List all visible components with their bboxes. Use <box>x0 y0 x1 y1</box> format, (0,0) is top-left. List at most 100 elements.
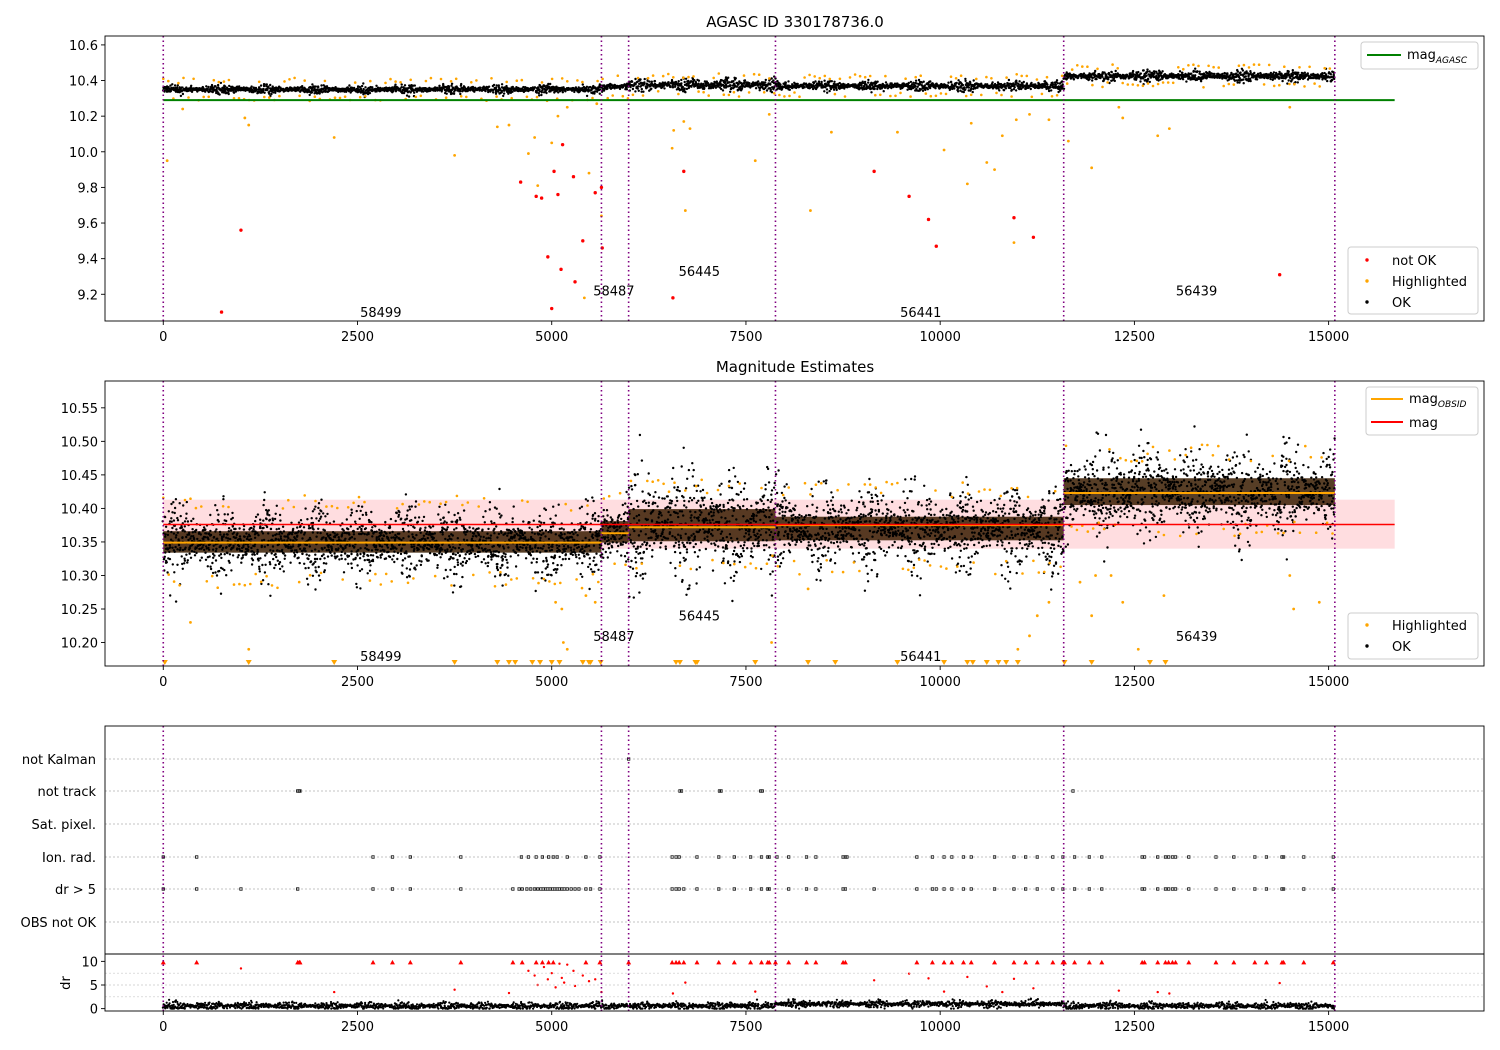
agasc-highlighted-point <box>682 120 686 123</box>
estimates-ok-point <box>263 545 266 548</box>
estimates-ok-point <box>360 505 364 508</box>
agasc-not-ok-point <box>682 169 686 174</box>
agasc-ok-point <box>413 91 416 94</box>
estimates-ok-point <box>340 554 343 557</box>
agasc-ok-point <box>538 88 541 91</box>
agasc-not-ok-point <box>872 169 876 174</box>
estimates-ok-point <box>168 550 171 554</box>
agasc-ok-point <box>947 81 950 84</box>
estimates-ok-point <box>303 562 306 565</box>
agasc-ok-point <box>684 77 688 81</box>
estimates-ok-point <box>358 569 362 573</box>
agasc-highlighted-point <box>1308 65 1311 69</box>
estimates-ok-point <box>305 553 308 556</box>
estimates-ok-point <box>264 554 267 557</box>
estimates-ok-point <box>278 513 282 517</box>
estimates-ok-point <box>314 553 317 556</box>
agasc-ok-point <box>680 82 683 85</box>
agasc-ok-point <box>625 88 629 91</box>
estimates-ok-point <box>350 511 354 514</box>
agasc-highlighted-point <box>263 95 266 99</box>
agasc-ok-point <box>236 85 239 88</box>
estimates-ok-point <box>173 511 176 515</box>
estimates-ok-point <box>267 583 270 586</box>
agasc-highlighted-point <box>582 296 586 300</box>
agasc-ok-point <box>1110 70 1113 74</box>
estimates-ok-point <box>271 534 275 537</box>
estimates-ok-point <box>193 554 197 557</box>
agasc-ok-point <box>494 92 498 95</box>
estimates-ok-point <box>253 536 257 539</box>
agasc-ok-point <box>640 87 643 91</box>
agasc-ok-point <box>310 91 314 94</box>
estimates-ok-point <box>340 557 343 560</box>
estimates-ok-point <box>326 512 329 516</box>
agasc-ok-point <box>1137 75 1141 79</box>
estimates-ok-point <box>222 535 225 538</box>
estimates-ok-point <box>317 550 320 553</box>
agasc-highlighted-point <box>222 80 226 83</box>
agasc-ok-point <box>1287 70 1290 73</box>
agasc-ok-point <box>487 85 491 88</box>
estimates-ok-point <box>245 552 248 556</box>
agasc-highlighted-point <box>1035 78 1039 81</box>
agasc-highlighted-point <box>788 94 791 98</box>
estimates-ok-point <box>236 547 239 550</box>
estimates-ok-point <box>164 535 167 538</box>
estimates-ok-point <box>202 544 205 547</box>
agasc-highlighted-point <box>1161 81 1165 84</box>
estimates-ok-point <box>257 534 260 537</box>
agasc-highlighted-point <box>333 96 337 99</box>
estimates-ok-point <box>167 530 170 533</box>
estimates-ok-point <box>320 498 323 501</box>
agasc-highlighted-point <box>848 76 852 79</box>
agasc-highlighted-point <box>520 78 524 82</box>
legend-label-highlighted: Highlighted <box>1392 275 1467 290</box>
agasc-highlighted-point <box>1278 83 1281 87</box>
agasc-ok-point <box>1152 70 1156 73</box>
agasc-ok-point <box>1101 75 1104 79</box>
agasc-ok-point <box>317 86 320 89</box>
estimates-ok-point <box>280 532 284 535</box>
estimates-ok-point <box>359 587 362 590</box>
estimates-ok-point <box>263 571 267 574</box>
agasc-highlighted-point <box>243 116 247 120</box>
agasc-highlighted-point <box>1091 83 1094 87</box>
agasc-highlighted-point <box>1014 118 1018 122</box>
estimates-ok-point <box>193 550 196 553</box>
estimates-ok-point <box>252 551 256 554</box>
agasc-ok-point <box>674 85 677 88</box>
agasc-highlighted-point <box>874 93 877 97</box>
estimates-ok-point <box>315 557 319 561</box>
estimates-ok-point <box>220 556 223 560</box>
estimates-ok-point <box>274 563 277 567</box>
agasc-highlighted-point <box>606 96 609 100</box>
agasc-highlighted-point <box>217 80 221 84</box>
agasc-ok-point <box>1329 73 1333 76</box>
estimates-ok-point <box>315 535 318 538</box>
estimates-ok-point <box>215 547 218 550</box>
agasc-highlighted-point <box>313 95 317 98</box>
agasc-ok-point <box>922 80 925 83</box>
agasc-ok-point <box>728 81 731 84</box>
agasc-ok-point <box>770 77 773 80</box>
estimates-ok-point <box>282 570 285 573</box>
agasc-x-tick-label: 2500 <box>341 330 374 345</box>
estimates-ok-point <box>211 548 215 551</box>
estimates-ok-point <box>228 553 232 556</box>
agasc-highlighted-point <box>409 78 413 82</box>
estimates-ok-point <box>256 550 259 553</box>
agasc-highlighted-point <box>975 77 978 81</box>
agasc-ok-point <box>1238 77 1242 80</box>
estimates-ok-point <box>275 555 278 559</box>
estimates-ok-point <box>252 528 255 531</box>
estimates-ok-point <box>172 519 176 522</box>
agasc-ok-point <box>1181 78 1185 81</box>
estimates-ok-point <box>337 547 340 550</box>
estimates-ok-point <box>275 549 279 552</box>
estimates-ok-point <box>209 533 213 537</box>
estimates-ok-point <box>205 545 208 548</box>
agasc-highlighted-point <box>1070 68 1074 71</box>
agasc-ok-point <box>643 77 646 81</box>
agasc-ok-point <box>683 87 686 90</box>
